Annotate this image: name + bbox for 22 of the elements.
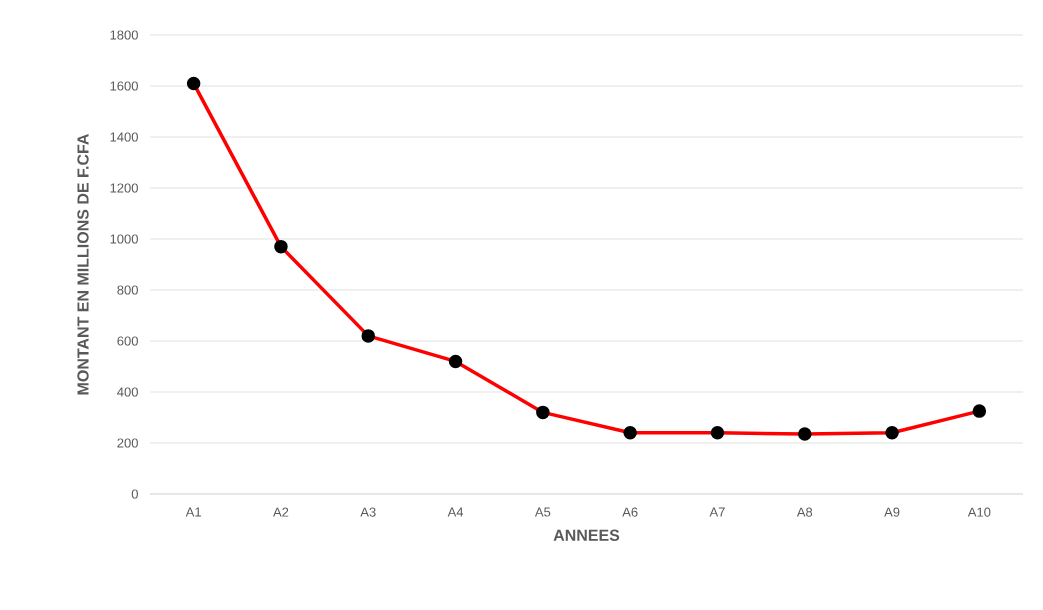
- x-tick-label: A4: [447, 507, 464, 517]
- y-axis-title: MONTANT EN MILLIONS DE F.CFA: [77, 133, 89, 395]
- y-tick-label: 400: [117, 387, 138, 397]
- x-tick-label: A10: [967, 507, 991, 517]
- y-tick-label: 1400: [110, 132, 138, 142]
- y-tick-label: 800: [117, 285, 138, 295]
- y-tick-label: 1200: [110, 183, 138, 193]
- x-tick-label: A9: [884, 507, 900, 517]
- y-tick-label: 200: [117, 438, 138, 448]
- x-tick-label: A7: [709, 507, 725, 517]
- x-tick-label: A2: [273, 507, 289, 517]
- x-tick-label: A8: [796, 507, 813, 517]
- x-tick-label: A6: [622, 507, 638, 517]
- y-tick-label: 600: [117, 336, 138, 346]
- x-tick-label: A3: [360, 507, 376, 517]
- y-tick-label: 1800: [110, 30, 138, 40]
- y-tick-label: 1600: [110, 81, 138, 91]
- y-tick-label: 1000: [110, 234, 138, 244]
- x-tick-label: A5: [534, 507, 551, 517]
- x-axis-title: ANNEES: [553, 529, 620, 541]
- x-tick-label: A1: [185, 507, 201, 517]
- y-tick-label: 0: [131, 489, 138, 499]
